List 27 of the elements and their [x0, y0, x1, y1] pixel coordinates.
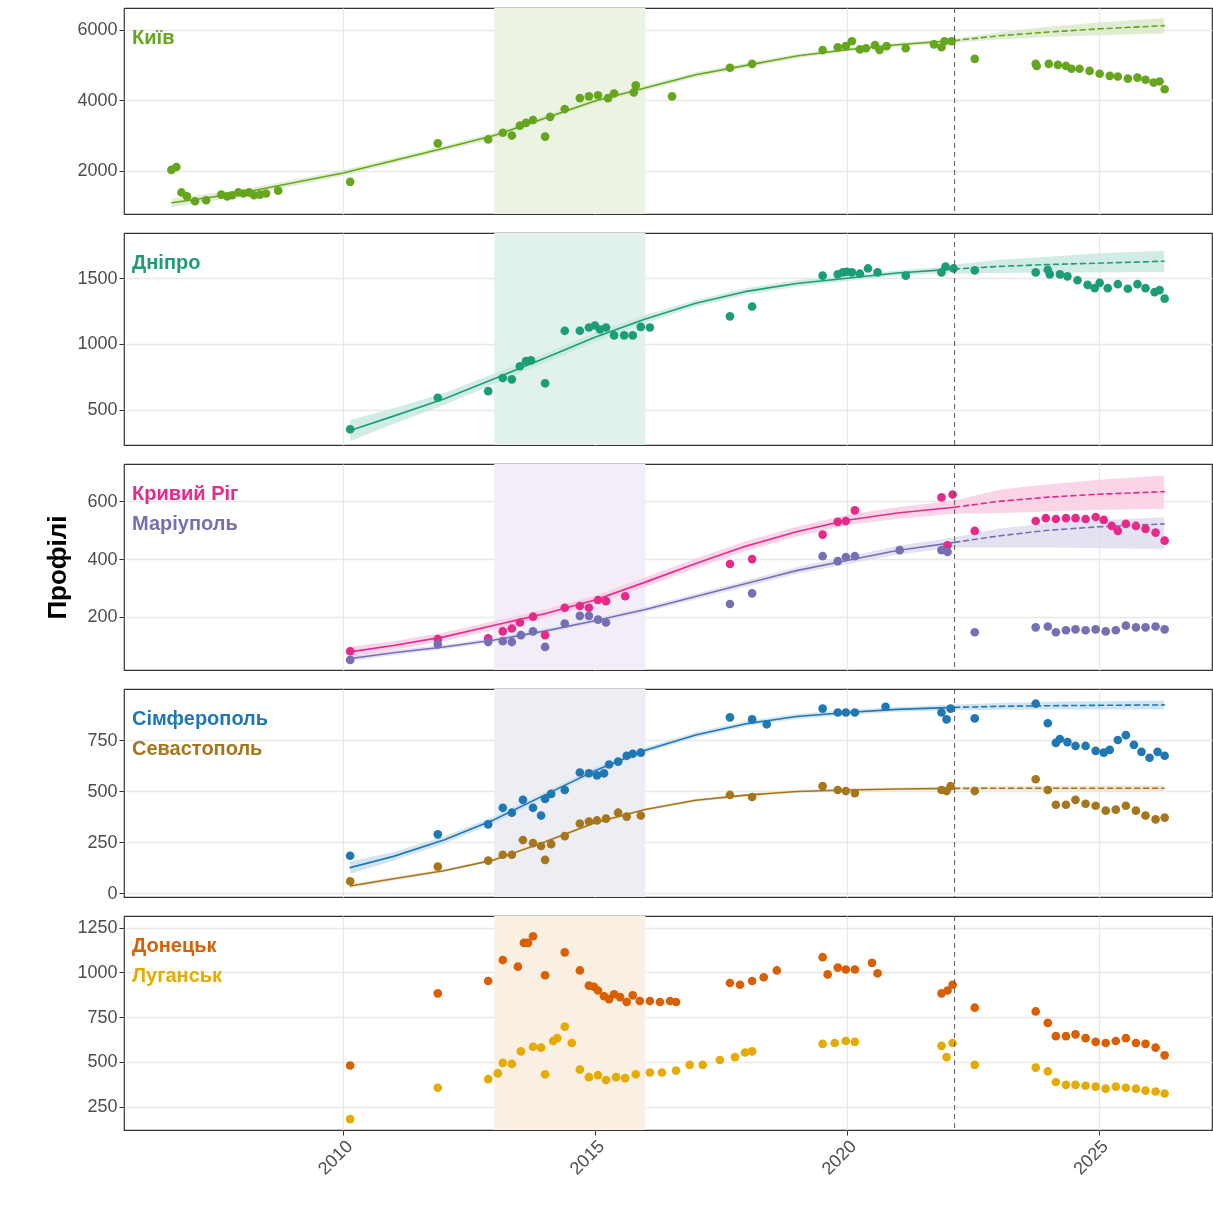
- text: Севастополь: [132, 737, 263, 759]
- y-axis-title: Профілі: [42, 515, 73, 620]
- y-tick-label: 1000: [77, 961, 118, 982]
- text: Донецьк: [132, 934, 218, 956]
- y-tick-label: 250: [87, 1096, 118, 1117]
- y-tick-label: 0: [107, 882, 118, 903]
- y-tick-label: 500: [87, 1051, 118, 1072]
- text: Луганськ: [132, 964, 224, 986]
- text: Сімферополь: [132, 707, 269, 729]
- y-tick-label: 600: [87, 490, 118, 511]
- y-tick-label: 250: [87, 831, 118, 852]
- y-tick-label: 1500: [77, 267, 118, 288]
- text: Маріуполь: [132, 512, 238, 534]
- y-tick-label: 750: [87, 729, 118, 750]
- y-tick-label: 750: [87, 1006, 118, 1027]
- y-tick-label: 1000: [77, 333, 118, 354]
- y-tick-label: 2000: [77, 160, 118, 181]
- y-tick-label: 6000: [77, 19, 118, 40]
- text: Київ: [132, 26, 175, 48]
- text: Дніпро: [132, 251, 201, 273]
- y-tick-label: 500: [87, 780, 118, 801]
- text: Кривий Ріг: [132, 482, 239, 504]
- y-tick-label: 400: [87, 548, 118, 569]
- y-tick-label: 500: [87, 399, 118, 420]
- y-tick-label: 200: [87, 606, 118, 627]
- y-tick-label: 4000: [77, 89, 118, 110]
- y-tick-label: 1250: [77, 917, 118, 938]
